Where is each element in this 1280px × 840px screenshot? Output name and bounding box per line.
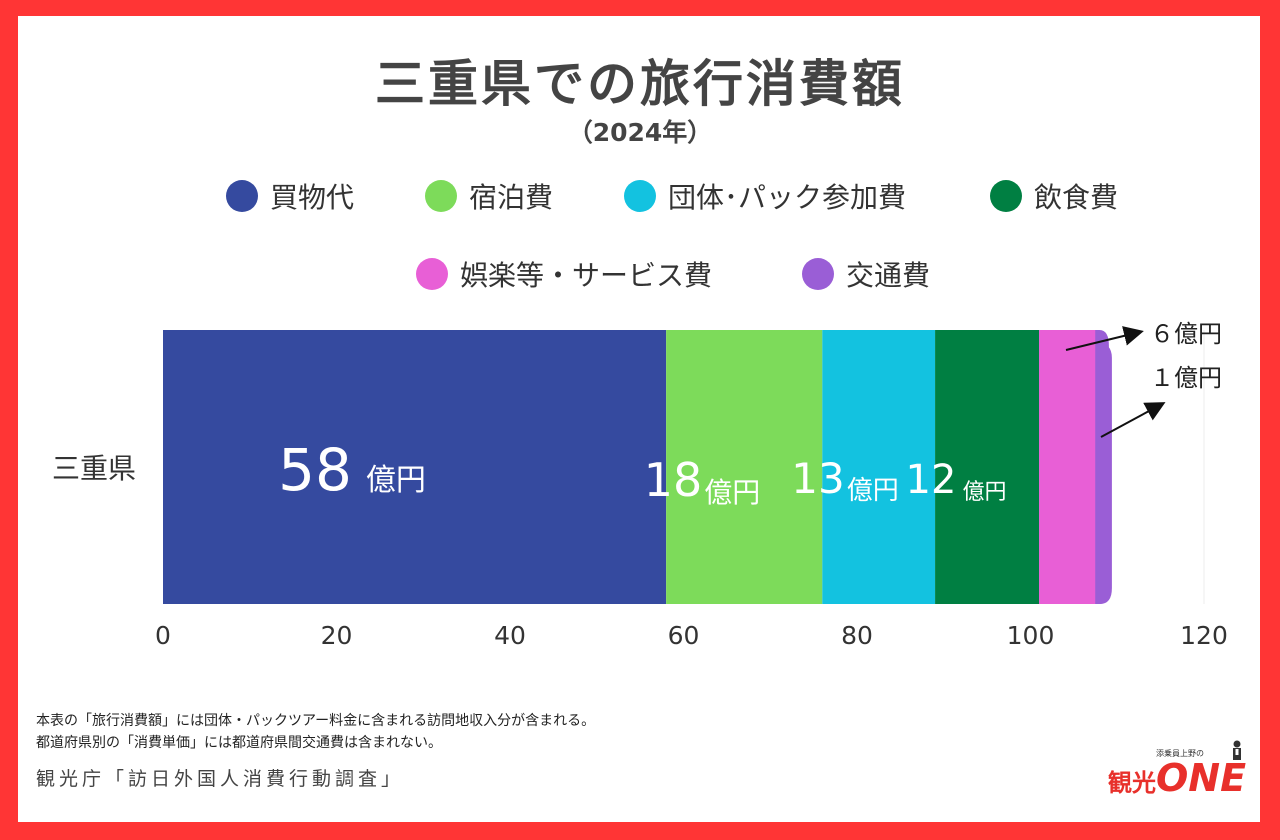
x-tick-label: 0: [155, 621, 171, 650]
legend-swatch: [226, 180, 258, 212]
category-label: 三重県: [52, 452, 136, 485]
data-label: 13億円: [791, 454, 898, 506]
arrow-entertainment: [1065, 326, 1144, 351]
bar-lodging: [666, 330, 823, 604]
x-tick-label: 80: [841, 621, 873, 650]
arrow-transport: [1100, 402, 1166, 438]
chart-title: 三重県での旅行消費額: [375, 55, 905, 113]
brand-logo: 添乗員上野の 観光ONE: [1108, 740, 1248, 800]
legend-label: 娯楽等・サービス費: [460, 259, 713, 292]
source-text: 観光庁「訪日外国人消費行動調査」: [36, 768, 405, 790]
bar-transport-edge: [1095, 342, 1112, 604]
legend-item-package: 団体･パック参加費: [624, 178, 906, 214]
legend-swatch: [416, 258, 448, 290]
legend-item-food: 飲食費: [990, 178, 1118, 214]
chart-subtitle: （2024年）: [567, 118, 713, 147]
legend-item-shopping: 買物代: [226, 178, 354, 214]
x-tick-label: 100: [1007, 621, 1055, 650]
x-tick-label: 40: [494, 621, 526, 650]
logo-kanji: 観光: [1108, 769, 1156, 797]
bar-entertainment-overlay: [1039, 330, 1096, 604]
legend-swatch: [990, 180, 1022, 212]
x-tick-label: 120: [1180, 621, 1228, 650]
legend-label: 交通費: [846, 259, 931, 292]
legend-item-entertainment: 娯楽等・サービス費: [416, 256, 712, 292]
x-tick-label: 60: [668, 621, 700, 650]
data-label: 18億円: [644, 453, 761, 509]
footnote-2: 都道府県別の「消費単価」には都道府県間交通費は含まれない。: [36, 735, 442, 751]
legend-item-lodging: 宿泊費: [425, 178, 553, 214]
footnote-1: 本表の「旅行消費額」には団体・パックツアー料金に含まれる訪問地収入分が含まれる。: [36, 713, 596, 729]
bar-food: [935, 330, 1040, 604]
bar-shopping: [163, 330, 667, 604]
legend-swatch: [802, 258, 834, 290]
data-label-entertainment: ６億円: [1150, 320, 1222, 348]
legend-label: 団体･パック参加費: [668, 181, 907, 214]
x-tick-label: 20: [321, 621, 353, 650]
legend-swatch: [624, 180, 656, 212]
legend-swatch: [425, 180, 457, 212]
person-icon: [1233, 740, 1241, 760]
legend-item-transport: 交通費: [802, 256, 930, 292]
legend-label: 買物代: [270, 181, 355, 214]
bar-package: [822, 330, 936, 604]
data-label: 58 億円: [278, 436, 426, 504]
logo-word: ONE: [1156, 756, 1247, 800]
logo-small-text: 添乗員上野の: [1156, 749, 1204, 758]
data-label: 12 億円: [906, 457, 1007, 505]
legend-label: 飲食費: [1034, 181, 1119, 214]
data-label-transport: １億円: [1150, 364, 1222, 392]
legend-label: 宿泊費: [469, 181, 554, 214]
